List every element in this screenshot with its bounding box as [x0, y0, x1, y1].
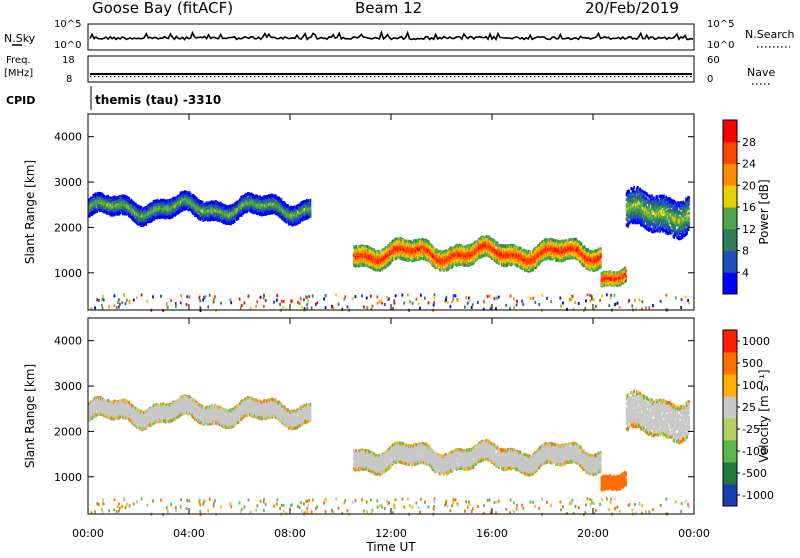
- nsky-trace: [90, 33, 693, 40]
- data-cell: [309, 213, 311, 216]
- power-scatter: [88, 186, 690, 312]
- nsky-min-label: 10^0: [54, 40, 81, 51]
- freq-label-line2: [MHz]: [4, 68, 33, 79]
- data-cell: [234, 220, 236, 223]
- data-cell: [309, 199, 311, 202]
- data-cell: [237, 217, 239, 220]
- date-title: 20/Feb/2019: [585, 0, 679, 17]
- nave-label: Nave: [747, 66, 775, 79]
- cpid-value: themis (tau) -3310: [95, 93, 221, 107]
- nave-max-label: 60: [707, 55, 720, 66]
- station-title: Goose Bay (fitACF): [92, 0, 233, 17]
- freq-max-label: 18: [62, 55, 75, 66]
- nave-min-label: 0: [707, 74, 713, 85]
- nsearch-label: N.Search: [745, 28, 795, 41]
- freq-min-label: 8: [66, 74, 72, 85]
- nsky-label: N.Sky: [4, 32, 36, 45]
- data-cell: [309, 207, 311, 210]
- data-cell: [309, 210, 311, 213]
- freq-label-line1: Freq.: [6, 55, 31, 66]
- data-cell: [309, 203, 311, 206]
- freq-panel-frame: [88, 56, 694, 82]
- cpid-label: CPID: [6, 94, 35, 107]
- nsearch-min-label: 10^0: [707, 40, 734, 51]
- beam-title: Beam 12: [355, 0, 422, 17]
- nsky-max-label: 10^5: [54, 19, 81, 30]
- data-cell: [355, 245, 357, 248]
- nsearch-max-label: 10^5: [707, 19, 734, 30]
